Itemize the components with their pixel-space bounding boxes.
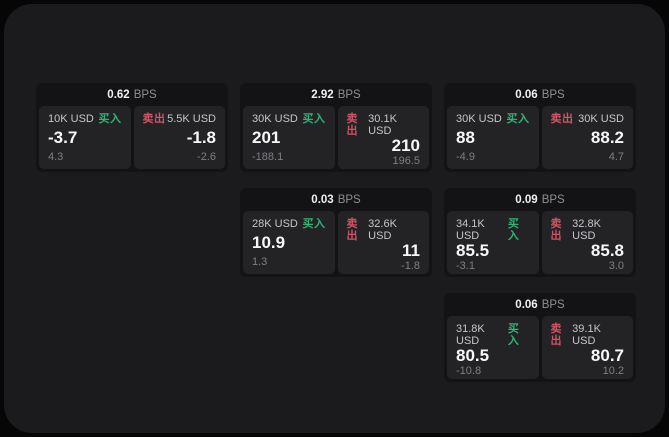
bps-value: 0.09 [515,193,538,206]
buy-amount: 31.8K USD [456,323,485,347]
sell-label: 卖出 [550,218,562,242]
sell-amount: 5.5K USD [167,113,216,125]
buy-panel[interactable]: 30K USD 买入 88 -4.9 [447,106,539,169]
sell-sub-value: -2.6 [197,151,216,163]
bps-value: 0.06 [515,88,538,101]
buy-price: -3.7 [48,128,78,147]
sell-panel[interactable]: 卖出 30.1K USD 210 196.5 [337,106,429,169]
sell-label: 卖出 [346,218,358,242]
bps-suffix: BPS [133,88,157,101]
sell-label: 卖出 [550,113,574,125]
card-header: 2.92 BPS [240,83,432,104]
buy-sub-value: -4.9 [456,151,475,163]
sell-label: 卖出 [550,323,562,347]
buy-sub-value: -3.1 [456,260,475,272]
sell-sub-value: 196.5 [392,155,420,167]
quotes-board: 0.62 BPS 10K USD 买入 -3.7 4.3 卖出 5.5K USD [4,4,665,433]
bps-suffix: BPS [541,88,565,101]
sell-label: 卖出 [346,113,358,137]
sell-price: 11 [402,241,420,260]
buy-amount: 30K USD [252,113,298,125]
bps-suffix: BPS [337,88,361,101]
bps-value: 2.92 [311,88,334,101]
sell-amount: 30K USD [578,113,624,125]
sell-panel[interactable]: 卖出 30K USD 88.2 4.7 [541,106,633,169]
sell-amount: 39.1K USD [572,323,601,347]
sell-price: 210 [391,136,420,155]
buy-panel[interactable]: 30K USD 买入 201 -188.1 [243,106,335,169]
bps-suffix: BPS [541,193,565,206]
quote-card[interactable]: 0.06 BPS 30K USD 买入 88 -4.9 卖出 30K USD [444,83,636,172]
sell-panel[interactable]: 卖出 32.6K USD 11 -1.8 [337,211,429,274]
bps-suffix: BPS [337,193,361,206]
bps-value: 0.03 [311,193,334,206]
buy-panel[interactable]: 31.8K USD 买入 80.5 -10.8 [447,316,539,379]
quote-card[interactable]: 0.03 BPS 28K USD 买入 10.9 1.3 卖出 32.6K US… [240,188,432,277]
buy-label: 买入 [507,218,520,242]
buy-price: 201 [252,128,281,147]
buy-label: 买入 [302,218,326,230]
sell-panel[interactable]: 卖出 32.8K USD 85.8 3.0 [541,211,633,274]
card-header: 0.62 BPS [36,83,228,104]
buy-label: 买入 [98,113,122,125]
card-header: 0.06 BPS [444,83,636,104]
sell-amount: 32.6K USD [368,218,397,242]
buy-sub-value: -188.1 [252,151,284,163]
buy-amount: 30K USD [456,113,502,125]
sell-panel[interactable]: 卖出 5.5K USD -1.8 -2.6 [133,106,225,169]
buy-price: 88 [456,128,475,147]
buy-panel[interactable]: 34.1K USD 买入 85.5 -3.1 [447,211,539,274]
buy-label: 买入 [302,113,326,125]
buy-amount: 34.1K USD [456,218,485,242]
buy-sub-value: 1.3 [252,256,268,268]
sell-price: 88.2 [590,128,624,147]
card-header: 0.06 BPS [444,293,636,314]
sell-panel[interactable]: 卖出 39.1K USD 80.7 10.2 [541,316,633,379]
sell-label: 卖出 [142,113,166,125]
sell-sub-value: -1.8 [401,260,420,272]
sell-amount: 32.8K USD [572,218,601,242]
buy-price: 80.5 [456,346,490,365]
buy-panel[interactable]: 10K USD 买入 -3.7 4.3 [39,106,131,169]
sell-price: 80.7 [590,346,624,365]
card-header: 0.03 BPS [240,188,432,209]
buy-label: 买入 [507,323,520,347]
quote-card[interactable]: 0.09 BPS 34.1K USD 买入 85.5 -3.1 卖出 32.8K… [444,188,636,277]
buy-price: 85.5 [456,241,490,260]
buy-amount: 28K USD [252,218,298,230]
bps-suffix: BPS [541,298,565,311]
sell-sub-value: 10.2 [602,365,624,377]
buy-amount: 10K USD [48,113,94,125]
sell-amount: 30.1K USD [368,113,397,137]
card-header: 0.09 BPS [444,188,636,209]
bps-value: 0.62 [107,88,130,101]
buy-sub-value: -10.8 [456,365,482,377]
sell-price: -1.8 [186,128,216,147]
buy-price: 10.9 [252,233,286,252]
buy-panel[interactable]: 28K USD 买入 10.9 1.3 [243,211,335,274]
sell-sub-value: 3.0 [608,260,624,272]
sell-sub-value: 4.7 [608,151,624,163]
quote-card[interactable]: 0.06 BPS 31.8K USD 买入 80.5 -10.8 卖出 39.1… [444,293,636,382]
quote-card[interactable]: 0.62 BPS 10K USD 买入 -3.7 4.3 卖出 5.5K USD [36,83,228,172]
buy-label: 买入 [506,113,530,125]
quote-card[interactable]: 2.92 BPS 30K USD 买入 201 -188.1 卖出 30.1K … [240,83,432,172]
bps-value: 0.06 [515,298,538,311]
sell-price: 85.8 [590,241,624,260]
buy-sub-value: 4.3 [48,151,64,163]
